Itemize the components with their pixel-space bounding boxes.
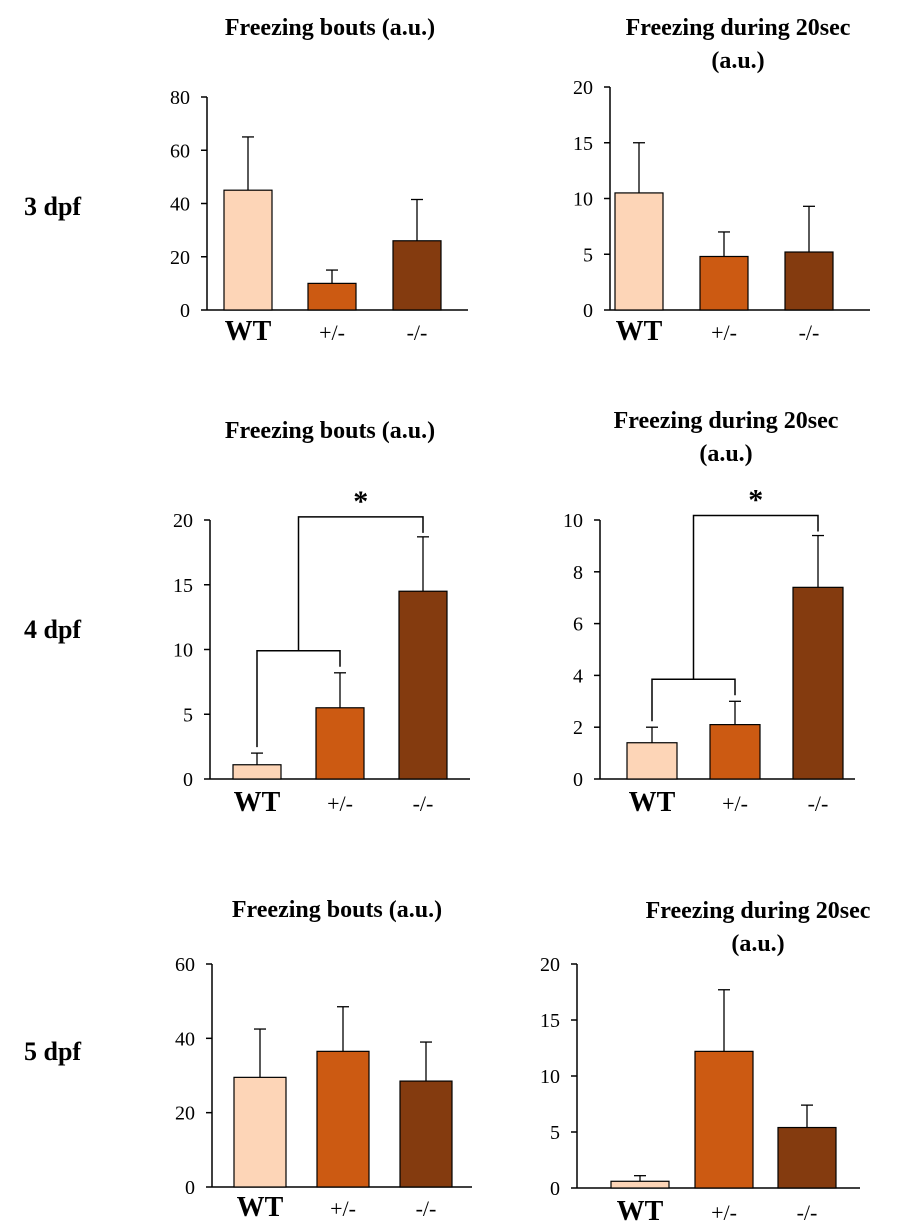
chart-panel-6: Freezing during 20sec (a.u.) 0 5 10 15 20 WT +/-…	[540, 898, 871, 1225]
y-tick-label: 20	[573, 77, 593, 99]
row-label-5dpf: 5 dpf	[24, 1037, 82, 1066]
category-label: +/-	[319, 320, 345, 345]
bar-wt	[610, 1180, 670, 1189]
bar-het	[694, 1050, 754, 1189]
bar-het	[316, 1050, 370, 1188]
bar-het	[315, 707, 365, 780]
y-tick-label: 40	[175, 1028, 195, 1050]
bar-ko	[398, 590, 448, 780]
y-tick-label: 60	[175, 954, 195, 976]
y-tick-label: 20	[170, 247, 190, 269]
category-label: -/-	[797, 1200, 818, 1225]
significance-star: *	[748, 484, 763, 517]
chart-title: Freezing during 20sec	[646, 898, 871, 924]
y-tick-label: 60	[170, 140, 190, 162]
y-tick-label: 20	[175, 1103, 195, 1125]
y-tick-label: 5	[550, 1122, 560, 1144]
bar-ko	[784, 251, 834, 311]
category-label: -/-	[799, 320, 820, 345]
category-label: WT	[234, 787, 281, 818]
bar-ko	[792, 586, 844, 780]
bar-wt	[614, 192, 664, 311]
category-label: +/-	[711, 1200, 737, 1225]
chart-panel-5: Freezing bouts (a.u.) 0 20 40 60 WT +/- -/-	[175, 897, 472, 1223]
chart-title: Freezing bouts (a.u.)	[232, 897, 442, 923]
category-label: WT	[225, 316, 272, 347]
category-label: +/-	[711, 320, 737, 345]
y-tick-label: 40	[170, 194, 190, 216]
y-tick-label: 15	[173, 575, 193, 597]
chart-title: Freezing during 20sec	[626, 15, 851, 41]
y-tick-label: 8	[573, 562, 583, 584]
chart-title: Freezing bouts (a.u.)	[225, 15, 435, 41]
y-tick-label: 0	[183, 769, 193, 791]
chart-title: (a.u.)	[711, 48, 764, 74]
bar-ko	[392, 240, 442, 311]
chart-panel-2: Freezing during 20sec (a.u.) 0 5 10 15 20 WT +/-…	[573, 15, 870, 347]
category-label: -/-	[407, 320, 428, 345]
y-tick-label: 6	[573, 614, 583, 636]
chart-title: Freezing bouts (a.u.)	[225, 418, 435, 444]
y-tick-label: 4	[573, 665, 583, 687]
bar-wt	[232, 764, 282, 780]
chart-title: (a.u.)	[699, 441, 752, 467]
y-tick-label: 20	[540, 954, 560, 976]
bar-wt	[626, 742, 678, 780]
bar-wt	[233, 1076, 287, 1188]
chart-title: Freezing during 20sec	[614, 408, 839, 434]
category-label: +/-	[327, 791, 353, 816]
chart-panel-3: Freezing bouts (a.u.) 0 5 10 15 20 WT +/- -/- *	[173, 418, 470, 818]
category-label: -/-	[808, 791, 829, 816]
y-tick-label: 20	[173, 510, 193, 532]
chart-panel-1: Freezing bouts (a.u.) 0 20 40 60 80 WT +/- -/-	[170, 15, 468, 347]
y-tick-label: 0	[185, 1177, 195, 1199]
category-label: WT	[629, 787, 676, 818]
bar-wt	[223, 189, 273, 311]
y-tick-label: 10	[563, 510, 583, 532]
category-label: -/-	[416, 1196, 437, 1221]
y-tick-label: 15	[573, 133, 593, 155]
y-tick-label: 0	[180, 300, 190, 322]
y-tick-label: 0	[550, 1178, 560, 1200]
row-label-4dpf: 4 dpf	[24, 615, 82, 644]
y-tick-label: 2	[573, 717, 583, 739]
y-tick-label: 10	[173, 640, 193, 662]
chart-title: (a.u.)	[731, 931, 784, 957]
category-label: +/-	[330, 1196, 356, 1221]
category-label: WT	[617, 1196, 664, 1225]
row-label-3dpf: 3 dpf	[24, 192, 82, 221]
bar-het	[699, 255, 749, 311]
y-tick-label: 80	[170, 87, 190, 109]
significance-bracket-outer	[692, 514, 819, 680]
y-tick-label: 5	[583, 244, 593, 266]
category-label: +/-	[722, 791, 748, 816]
significance-star: *	[353, 485, 368, 518]
y-tick-label: 0	[583, 300, 593, 322]
significance-bracket-outer	[297, 516, 424, 651]
chart-panel-4: Freezing during 20sec (a.u.) 0 2 4 6 8 10 WT +/- -…	[563, 408, 855, 818]
y-tick-label: 10	[540, 1066, 560, 1088]
category-label: WT	[237, 1192, 284, 1223]
category-label: -/-	[413, 791, 434, 816]
y-tick-label: 15	[540, 1010, 560, 1032]
y-tick-label: 5	[183, 704, 193, 726]
y-tick-label: 10	[573, 189, 593, 211]
bar-het	[307, 282, 357, 311]
bar-ko	[399, 1080, 453, 1188]
y-tick-label: 0	[573, 769, 583, 791]
bar-ko	[777, 1126, 837, 1189]
category-label: WT	[616, 316, 663, 347]
significance-bracket-inner	[651, 678, 736, 722]
bar-het	[709, 724, 761, 780]
